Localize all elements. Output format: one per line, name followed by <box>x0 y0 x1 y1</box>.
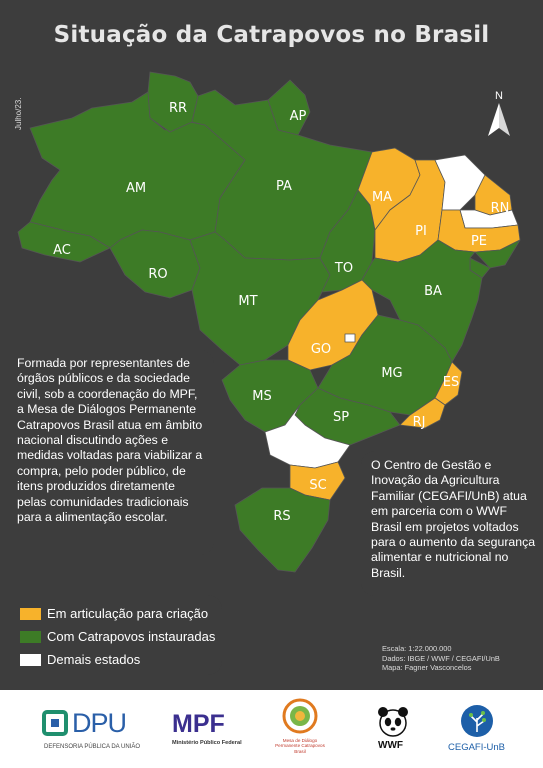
label-RJ: RJ <box>413 415 426 430</box>
label-PI: PI <box>415 224 427 239</box>
label-PE: PE <box>471 234 487 249</box>
legend-item-demais: Demais estados <box>20 652 140 667</box>
label-ES: ES <box>443 375 459 390</box>
label-AC: AC <box>53 243 71 258</box>
cegafi-logo: CEGAFI-UnB <box>448 704 508 760</box>
state-RS <box>234 487 331 573</box>
dpu-name: DPU <box>72 708 127 738</box>
dpu-logo: DPU DEFENSORIA PÚBLICA DA UNIÃO <box>42 708 142 756</box>
north-arrow-icon: N <box>488 90 510 136</box>
label-TO: TO <box>334 261 353 276</box>
map-title: Situação da Catrapovos no Brasil <box>53 22 490 48</box>
label-RS: RS <box>273 509 290 524</box>
label-AM: AM <box>126 181 146 196</box>
state-DF <box>344 333 356 343</box>
panda-icon <box>378 707 408 737</box>
state-RO <box>109 229 201 299</box>
wwf-name: WWF <box>378 740 403 751</box>
map-legend: Em articulação para criação Com Catrapov… <box>0 595 222 675</box>
map-author-text: Mapa: Fagner Vasconcelos <box>382 663 472 673</box>
legend-label: Em articulação para criação <box>47 606 209 621</box>
date-label: Julho/23. <box>14 97 23 130</box>
state-AL <box>474 239 521 269</box>
label-MS: MS <box>252 389 271 404</box>
label-AP: AP <box>290 109 307 124</box>
dpu-subtitle: DEFENSORIA PÚBLICA DA UNIÃO <box>44 744 141 750</box>
map-credits: Escala: 1:22.000.000 Dados: IBGE / WWF /… <box>382 644 500 673</box>
legend-label: Demais estados <box>47 652 141 667</box>
brazil-map: RR AP AM PA MA PI RN PE AC RO TO BA MT G… <box>17 71 521 573</box>
cegafi-description-text: O Centro de Gestão e Inovação da Agricul… <box>371 458 536 580</box>
label-MT: MT <box>238 294 257 309</box>
mesa-description-box: Formada por representantes de órgãos púb… <box>0 350 214 555</box>
label-MG: MG <box>381 366 402 381</box>
mesa-catrapovos-logo: Mesa de Diálogo Permanente Catrapovos Br… <box>270 698 330 762</box>
label-PA: PA <box>276 179 292 194</box>
legend-label: Com Catrapovos instauradas <box>47 629 216 644</box>
cegafi-name: CEGAFI-UnB <box>448 742 506 753</box>
mesa-catrapovos-subtitle: Mesa de Diálogo Permanente Catrapovos Br… <box>275 738 325 754</box>
state-PR <box>264 404 351 469</box>
partner-logos: DPU DEFENSORIA PÚBLICA DA UNIÃO MPF Mini… <box>0 690 543 768</box>
cegafi-tree-icon <box>461 705 493 737</box>
legend-swatch <box>20 630 41 643</box>
label-SC: SC <box>309 478 326 493</box>
label-MA: MA <box>372 190 392 205</box>
legend-swatch <box>20 653 41 666</box>
legend-swatch <box>20 607 41 620</box>
mesa-description-text: Formada por representantes de órgãos púb… <box>17 356 203 525</box>
label-GO: GO <box>311 342 331 357</box>
label-RR: RR <box>169 101 187 116</box>
scale-text: Escala: 1:22.000.000 <box>382 644 452 653</box>
legend-item-com-catrapovos: Com Catrapovos instauradas <box>20 629 215 644</box>
legend-item-em-articulacao: Em articulação para criação <box>20 606 208 621</box>
label-SP: SP <box>333 410 349 425</box>
data-source-text: Dados: IBGE / WWF / CEGAFI/UnB <box>382 653 500 663</box>
wwf-logo: WWF <box>374 704 412 760</box>
cegafi-description-box: O Centro de Gestão e Inovação da Agricul… <box>361 451 543 596</box>
mpf-subtitle: Ministério Público Federal <box>172 740 242 746</box>
mpf-name: MPF <box>172 710 225 738</box>
label-BA: BA <box>424 284 442 299</box>
dpu-emblem-icon <box>42 710 68 736</box>
north-label: N <box>495 90 503 102</box>
mesa-catrapovos-emblem-icon <box>282 698 318 734</box>
label-RO: RO <box>148 267 167 282</box>
state-BA <box>361 239 483 363</box>
mpf-logo: MPF Ministério Público Federal <box>172 710 244 750</box>
state-CE <box>434 154 486 211</box>
label-RN: RN <box>491 201 510 216</box>
